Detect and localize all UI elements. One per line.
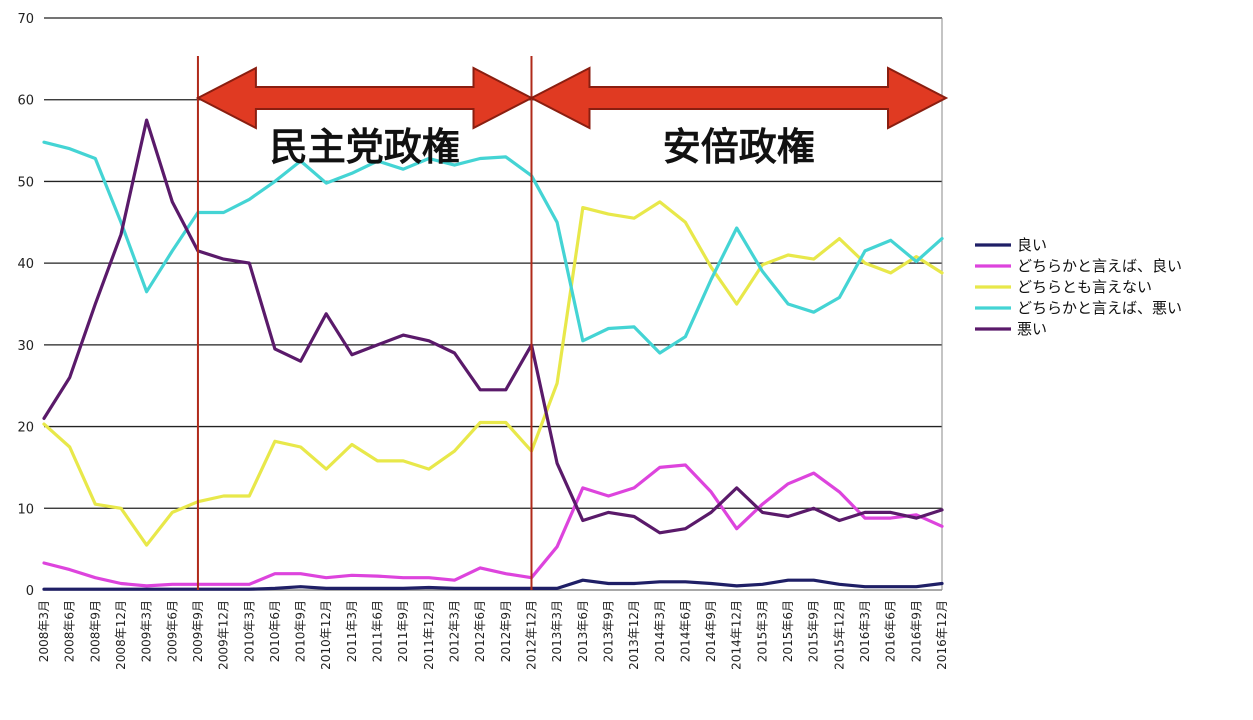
- y-tick-label-50: 50: [17, 175, 34, 190]
- x-tick-label-21: 2013年3月: [550, 600, 564, 662]
- x-tick-label-27: 2014年9月: [704, 600, 718, 662]
- era-arrow-1: [195, 66, 534, 130]
- series-line-2: [42, 463, 944, 588]
- x-tick-label-9: 2010年3月: [242, 600, 256, 662]
- series-line-1: [42, 578, 944, 591]
- x-tick-label-33: 2016年3月: [858, 600, 872, 662]
- series-lines: [42, 118, 944, 591]
- x-tick-label-2: 2008年6月: [63, 600, 77, 662]
- x-axis-ticks: 2008年3月 2008年6月 2008年9月 2008年12月 2009年3月 2009…: [37, 600, 949, 670]
- x-tick-label-13: 2011年3月: [345, 600, 359, 662]
- x-tick-label-29: 2015年3月: [755, 600, 769, 662]
- x-tick-label-36: 2016年12月: [935, 600, 949, 670]
- x-tick-label-30: 2015年6月: [781, 600, 795, 662]
- legend-label-4: どちらかと言えば、悪い: [1017, 299, 1182, 317]
- x-tick-label-14: 2011年6月: [371, 600, 385, 662]
- era-label-1: 民主党政権: [270, 125, 460, 169]
- x-tick-label-34: 2016年6月: [884, 600, 898, 662]
- x-tick-label-19: 2012年9月: [499, 600, 513, 662]
- x-tick-label-17: 2012年3月: [448, 600, 462, 662]
- chart-grid: [44, 17, 942, 591]
- legend-label-5: 悪い: [1017, 320, 1047, 338]
- x-tick-label-5: 2009年3月: [140, 600, 154, 662]
- x-tick-label-15: 2011年9月: [396, 600, 410, 662]
- x-tick-label-20: 2012年12月: [525, 600, 539, 670]
- x-tick-label-16: 2011年12月: [422, 600, 436, 670]
- series-line-5: [42, 118, 944, 535]
- x-tick-label-28: 2014年12月: [730, 600, 744, 670]
- x-tick-label-1: 2008年3月: [37, 600, 51, 662]
- x-tick-label-24: 2013年12月: [627, 600, 641, 670]
- x-tick-label-35: 2016年9月: [909, 600, 923, 662]
- legend-label-1: 良い: [1017, 236, 1047, 254]
- x-tick-label-26: 2014年6月: [678, 600, 692, 662]
- x-tick-label-7: 2009年9月: [191, 600, 205, 662]
- x-tick-label-23: 2013年9月: [602, 600, 616, 662]
- x-tick-label-25: 2014年3月: [653, 600, 667, 662]
- y-tick-label-0: 0: [26, 584, 34, 599]
- era-arrow-2: [529, 66, 949, 130]
- x-tick-label-8: 2009年12月: [217, 600, 231, 670]
- y-tick-label-30: 30: [17, 339, 34, 354]
- era-label-2: 安倍政権: [663, 125, 815, 169]
- y-tick-label-70: 70: [17, 12, 34, 27]
- x-tick-label-18: 2012年6月: [473, 600, 487, 662]
- x-tick-label-32: 2015年12月: [832, 600, 846, 670]
- x-tick-label-6: 2009年6月: [165, 600, 179, 662]
- x-tick-label-4: 2008年12月: [114, 600, 128, 670]
- y-tick-label-40: 40: [17, 257, 34, 272]
- x-tick-label-12: 2010年12月: [319, 600, 333, 670]
- legend-label-2: どちらかと言えば、良い: [1017, 257, 1182, 275]
- x-tick-label-31: 2015年9月: [807, 600, 821, 662]
- series-line-3: [42, 200, 944, 547]
- x-tick-label-11: 2010年9月: [294, 600, 308, 662]
- era-arrows: [195, 66, 949, 130]
- legend-label-3: どちらとも言えない: [1017, 278, 1152, 296]
- y-axis-ticks: 0 10 20 30 40 50 60 70: [17, 12, 34, 599]
- y-tick-label-10: 10: [17, 502, 34, 517]
- y-tick-label-20: 20: [17, 421, 34, 436]
- x-tick-label-22: 2013年6月: [576, 600, 590, 662]
- x-tick-label-10: 2010年6月: [268, 600, 282, 662]
- series-line-4: [42, 140, 944, 355]
- x-tick-label-3: 2008年9月: [88, 600, 102, 662]
- era-annotations: 民主党政権 安倍政権: [270, 125, 815, 169]
- y-tick-label-60: 60: [17, 94, 34, 109]
- era-divider-lines: [196, 56, 533, 590]
